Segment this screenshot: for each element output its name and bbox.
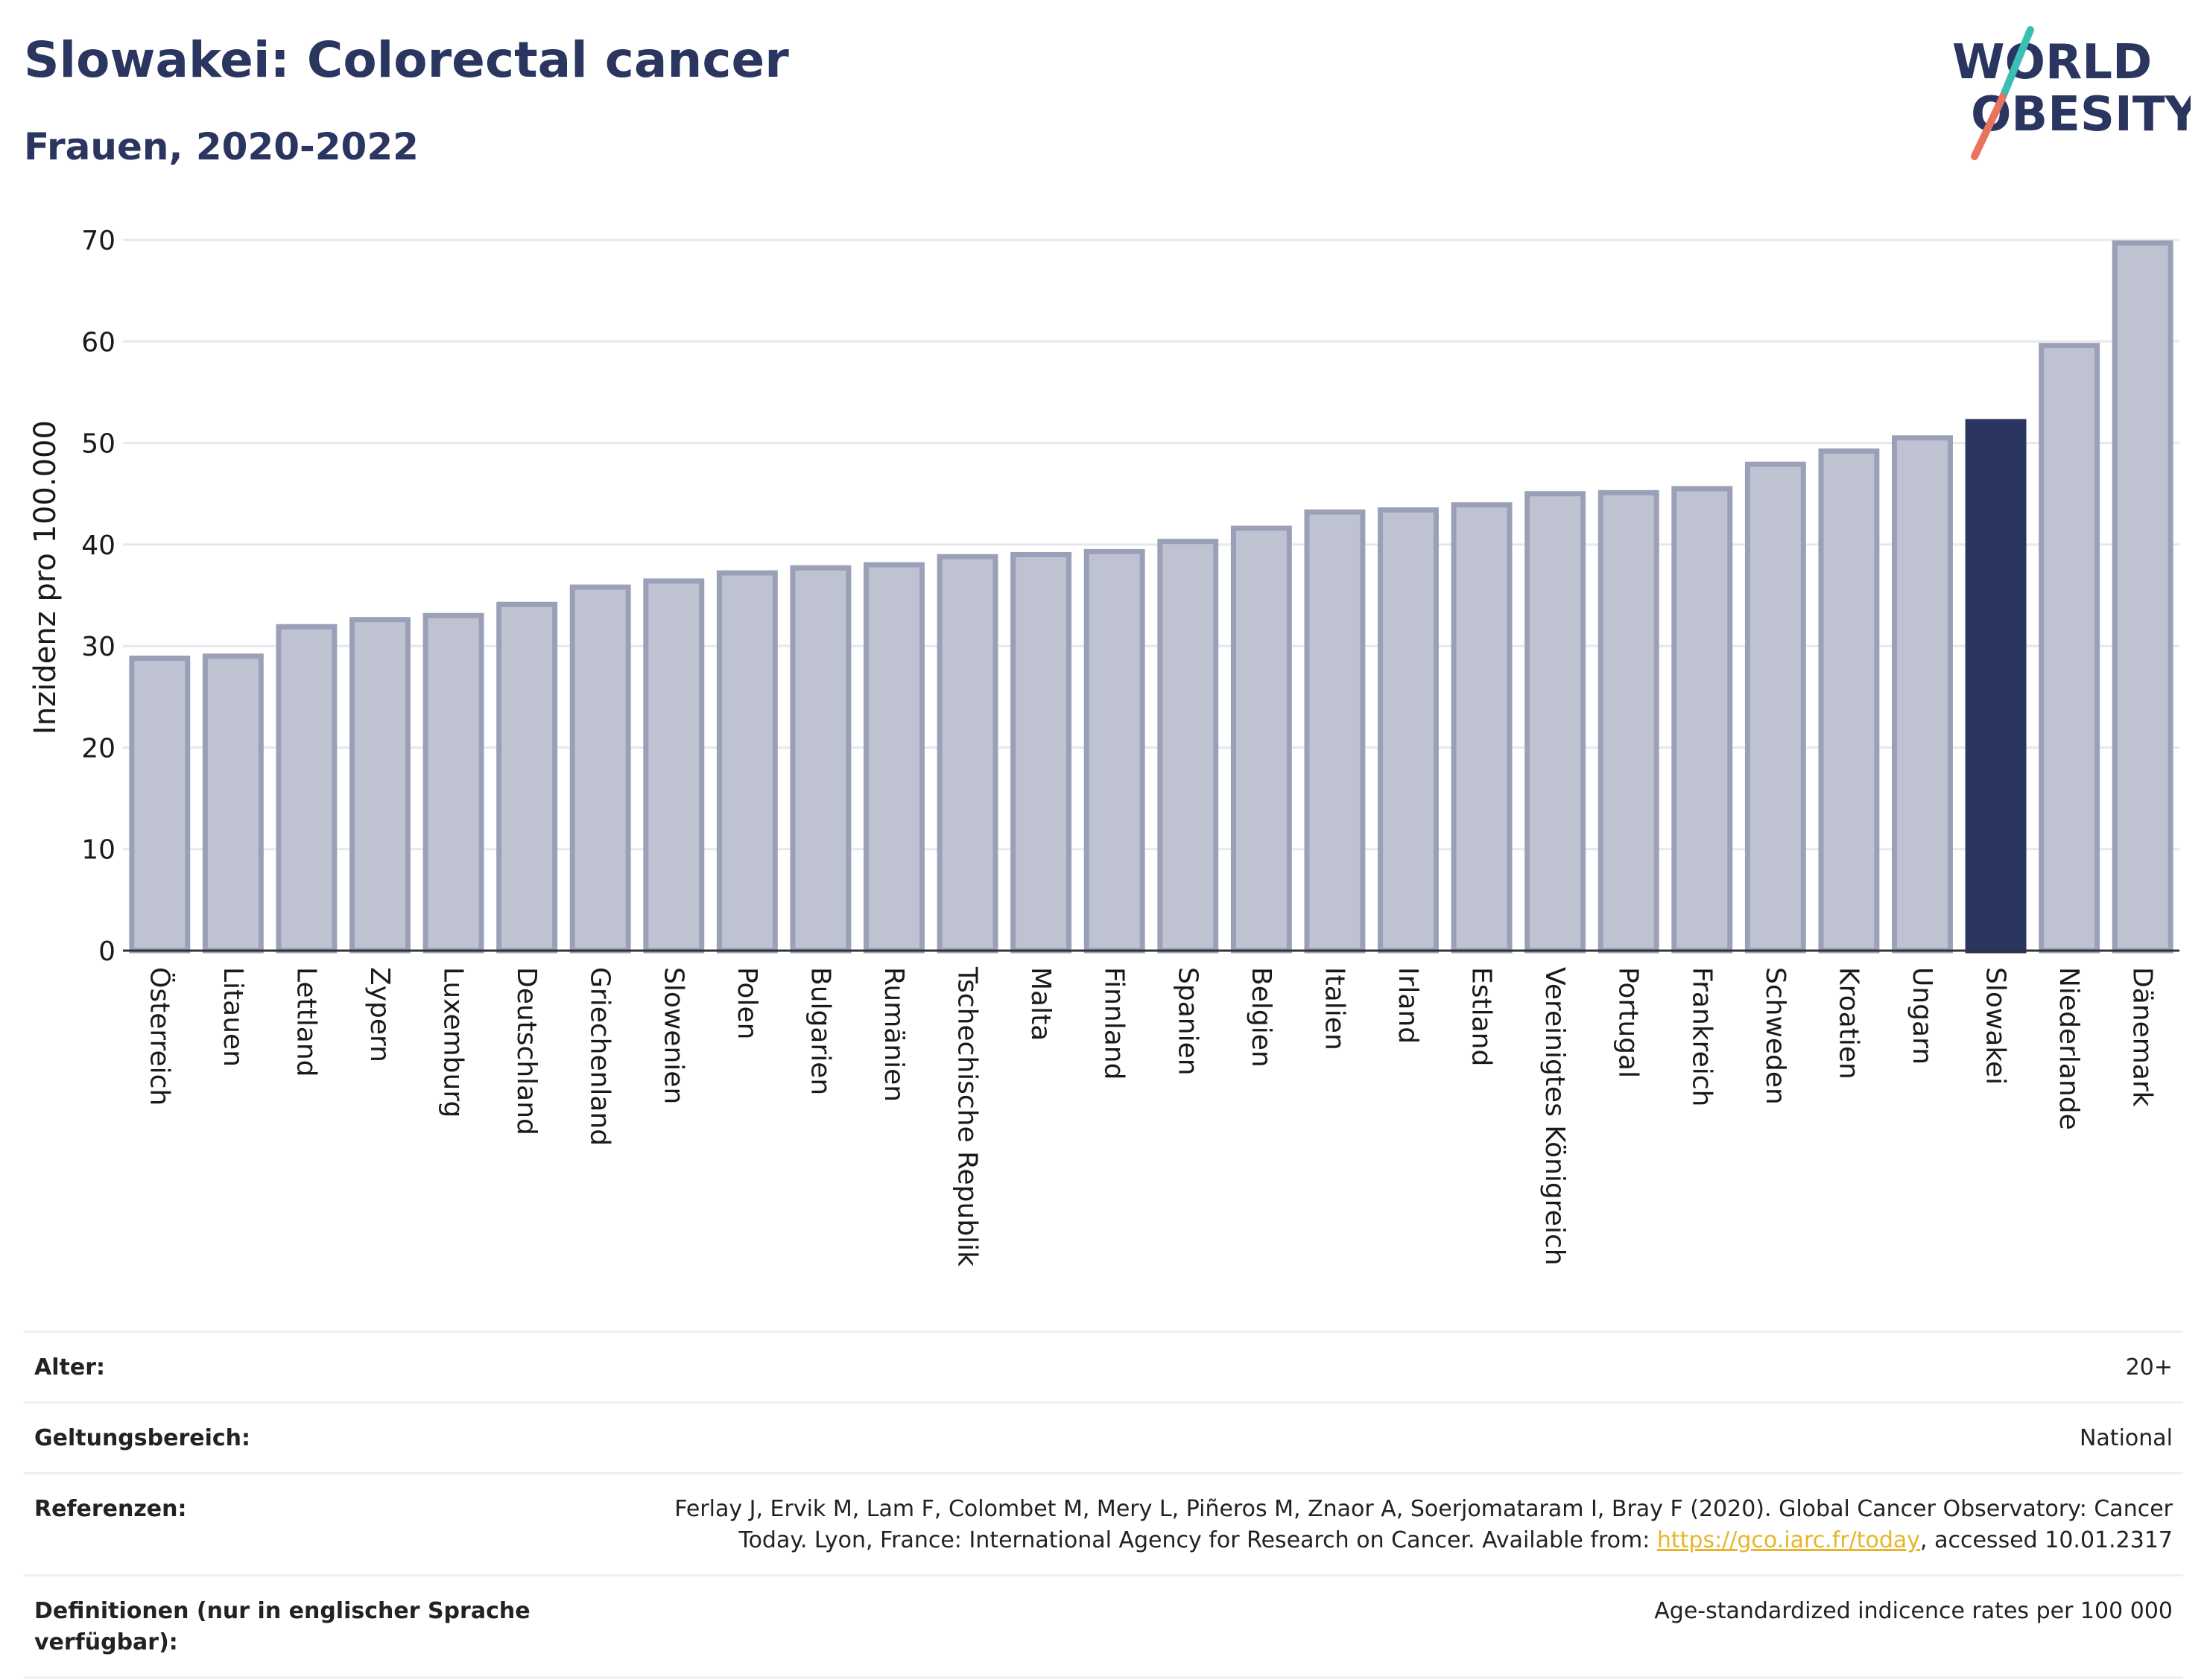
logo-text-line1: WORLD: [1952, 35, 2152, 90]
x-tick-label: Malta: [1025, 967, 1056, 1041]
meta-def-value: Age-standardized indicence rates per 100…: [1654, 1598, 2173, 1624]
meta-ref-text: Ferlay J, Ervik M, Lam F, Colombet M, Me…: [674, 1496, 2173, 1553]
bar: [1378, 507, 1439, 954]
y-tick-label: 60: [81, 327, 115, 358]
y-tick-label: 50: [81, 429, 115, 460]
x-tick-label: Litauen: [218, 967, 248, 1067]
x-tick-label: Slowenien: [658, 967, 688, 1104]
page-subtitle: Frauen, 2020-2022: [24, 125, 419, 168]
x-tick-label: Spanien: [1172, 967, 1203, 1076]
meta-ref-link[interactable]: https://gco.iarc.fr/today: [1656, 1527, 1921, 1553]
x-tick-label: Estland: [1466, 967, 1497, 1066]
x-tick-label: Finnland: [1099, 967, 1130, 1080]
x-tick-label: Niederlande: [2053, 967, 2084, 1130]
bar: [1083, 548, 1145, 954]
meta-scope-value: National: [2079, 1425, 2173, 1451]
meta-row-references: Referenzen: Ferlay J, Ervik M, Lam F, Co…: [24, 1472, 2183, 1574]
x-tick-label: Rumänien: [878, 967, 909, 1102]
x-tick-label: Griechenland: [585, 967, 615, 1146]
y-tick-label: 10: [81, 835, 115, 866]
bar: [790, 565, 852, 954]
x-tick-label: Bulgarien: [805, 967, 835, 1095]
world-obesity-logo: WORLD OBESITY: [1952, 26, 2191, 160]
bar: [1524, 491, 1586, 954]
bar: [1304, 509, 1366, 954]
logo-text-line2: OBESITY: [1971, 87, 2191, 142]
bar: [864, 562, 925, 954]
x-tick-label: Vereinigtes Königreich: [1539, 967, 1570, 1266]
x-tick-label: Dänemark: [2127, 967, 2158, 1107]
bar: [643, 578, 705, 954]
x-tick-label: Ungarn: [1907, 967, 1937, 1065]
meta-ref-value: Ferlay J, Ervik M, Lam F, Colombet M, Me…: [608, 1494, 2173, 1556]
y-tick-label: 40: [81, 530, 115, 561]
meta-ref-text-after: , accessed 10.01.2317: [1920, 1527, 2173, 1553]
x-tick-label: Lettland: [291, 967, 321, 1077]
x-tick-label: Frankreich: [1686, 967, 1717, 1106]
bar: [2039, 343, 2100, 954]
x-tick-label: Kroatien: [1833, 967, 1863, 1080]
meta-row-age: Alter: 20+: [24, 1331, 2183, 1401]
bar: [1671, 486, 1733, 954]
bars: [129, 240, 2173, 954]
x-tick-label: Tschechische Republik: [952, 966, 983, 1267]
meta-scope-label: Geltungsbereich:: [34, 1425, 251, 1451]
x-tick-label: Polen: [732, 967, 762, 1039]
bar: [422, 612, 484, 954]
bar: [129, 655, 191, 954]
meta-age-label: Alter:: [34, 1354, 105, 1381]
bar: [1744, 461, 1806, 954]
y-tick-label: 20: [81, 733, 115, 764]
y-tick-label: 70: [81, 226, 115, 256]
bar: [202, 653, 264, 954]
bar: [1230, 525, 1292, 954]
logo-slash-teal: [1999, 26, 2034, 101]
y-axis-label: Inzidenz pro 100.000: [28, 420, 63, 735]
x-tick-label: Schweden: [1760, 967, 1790, 1105]
x-tick-label: Italien: [1319, 967, 1349, 1050]
page-title: Slowakei: Colorectal cancer: [24, 31, 789, 89]
x-tick-label: Österreich: [144, 967, 175, 1106]
meta-ref-label: Referenzen:: [34, 1496, 187, 1522]
y-tick-label: 0: [98, 936, 115, 967]
x-tick-label: Slowakei: [1980, 967, 2011, 1085]
x-tick-label: Luxemburg: [438, 967, 469, 1118]
bar: [276, 624, 338, 954]
bar: [2112, 240, 2173, 954]
bar: [1157, 539, 1219, 954]
x-tick-label: Irland: [1393, 967, 1423, 1044]
bar: [937, 554, 998, 954]
x-tick-label: Zypern: [364, 967, 395, 1062]
bar-highlight: [1965, 419, 2027, 954]
x-axis-tick-labels: Österreich Litauen Lettland Zypern Luxemburg…: [144, 966, 2157, 1267]
bar: [716, 570, 778, 954]
bar: [1892, 435, 1953, 954]
y-axis-ticks: 0 10 20 30 40 50 60 70: [81, 226, 115, 967]
x-tick-label: Portugal: [1613, 967, 1644, 1078]
bar: [496, 601, 558, 954]
bar-chart: 0 10 20 30 40 50 60 70 Inzidenz pro 100.000 Öst…: [28, 226, 2179, 1267]
bar: [1818, 448, 1880, 954]
bar: [569, 584, 631, 954]
logo-slash-red: [1971, 93, 2007, 160]
meta-row-definitions: Definitionen (nur in englischer Sprache …: [24, 1574, 2183, 1679]
bar: [1010, 551, 1072, 954]
bar: [1597, 489, 1659, 954]
bar: [1451, 502, 1513, 954]
meta-row-scope: Geltungsbereich: National: [24, 1401, 2183, 1472]
x-tick-label: Belgien: [1246, 967, 1276, 1068]
meta-age-value: 20+: [2125, 1354, 2173, 1381]
bar: [349, 617, 411, 954]
x-tick-label: Deutschland: [511, 967, 542, 1135]
meta-def-label: Definitionen (nur in englischer Sprache …: [34, 1598, 531, 1655]
y-tick-label: 30: [81, 632, 115, 662]
metadata-table: Alter: 20+ Geltungsbereich: National Ref…: [24, 1331, 2183, 1679]
